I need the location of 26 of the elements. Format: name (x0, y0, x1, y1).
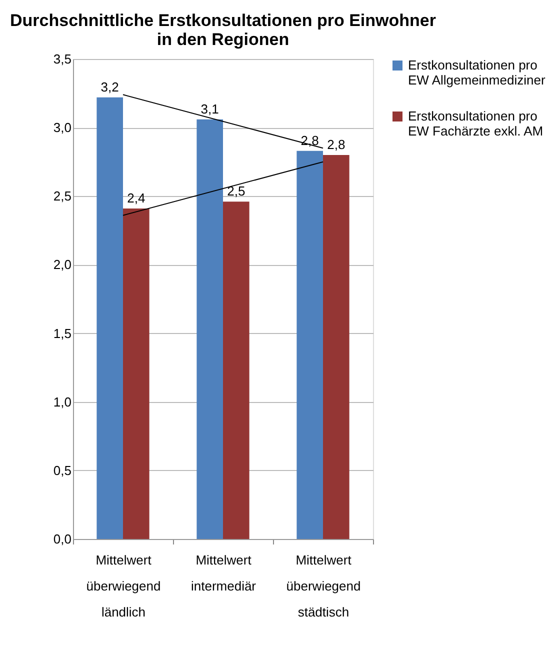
y-tick-label: 0,0 (53, 532, 72, 546)
bar (123, 208, 150, 539)
y-tick-label: 2,0 (53, 257, 72, 272)
legend-label: Erstkonsultationen pro EW Allgemeinmediziner (408, 58, 546, 88)
data-label: 3,1 (200, 101, 219, 116)
y-tick-label: 1,0 (53, 394, 72, 410)
data-label: 2,8 (300, 132, 319, 148)
y-tick-label: 1,5 (53, 326, 72, 341)
bar (323, 155, 350, 539)
x-tick-label: Mittelwert intermediär (190, 552, 257, 594)
data-label: 2,5 (227, 184, 246, 199)
bar (223, 202, 250, 539)
y-tick-label: 3,5 (53, 52, 72, 66)
bar (96, 97, 123, 539)
x-tick-label: Mittelwert überwiegend ländlich (86, 552, 161, 620)
y-tick-label: 3,0 (53, 120, 72, 136)
y-tick-label: 2,5 (53, 188, 72, 204)
y-tick-label: 0,5 (53, 462, 72, 478)
bar (296, 150, 323, 539)
legend-label: Erstkonsultationen pro EW Fachärzte exkl. AM (408, 108, 544, 138)
bar (196, 119, 223, 539)
data-label: 3,2 (100, 79, 119, 94)
chart-title: Durchschnittliche Erstkonsultationen pro Einwohner in den Regionen (10, 11, 436, 49)
data-label: 2,4 (127, 190, 146, 206)
x-tick-label: Mittelwert überwiegend städtisch (286, 552, 361, 620)
data-label: 2,8 (327, 137, 346, 152)
